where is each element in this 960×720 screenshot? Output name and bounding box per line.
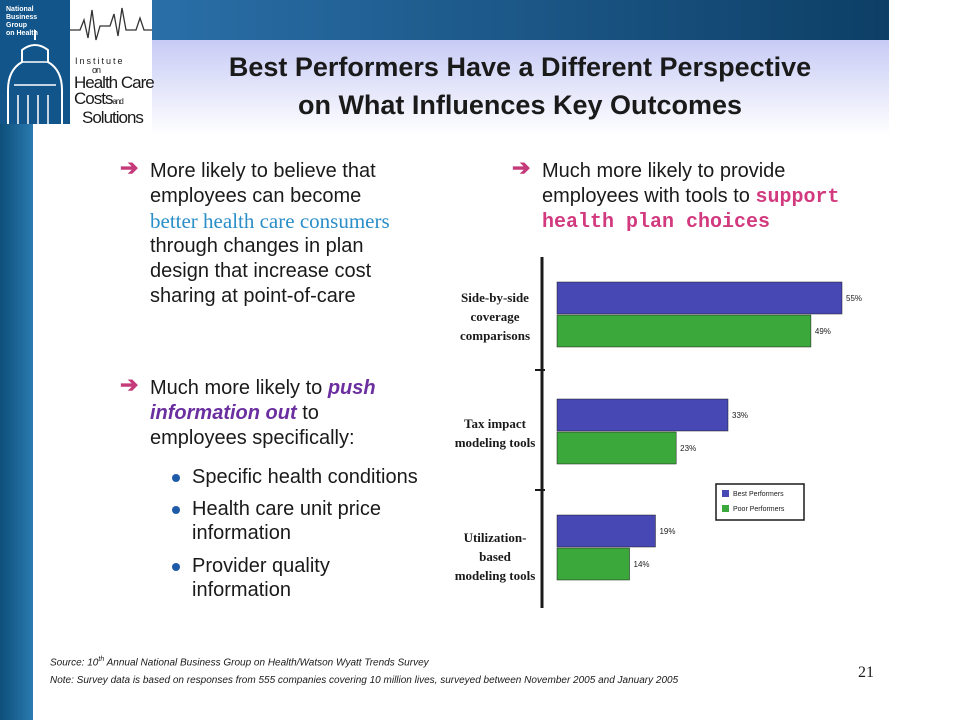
- bar-best-1: [556, 398, 729, 432]
- logo-institute: [70, 0, 152, 124]
- data-label: 23%: [680, 444, 696, 453]
- bullet-dot-icon: [172, 506, 180, 514]
- slide-title: Best Performers Have a Different Perspec…: [228, 52, 812, 120]
- institute-label: Institute: [75, 56, 125, 66]
- bar-best-2: [556, 514, 656, 548]
- institute-name: on Health Care Costsand Solutions: [74, 65, 155, 127]
- page-number: 21: [858, 664, 874, 681]
- legend-label: Poor Performers: [733, 506, 785, 513]
- legend-box: [715, 483, 805, 521]
- legend-swatch: [722, 490, 729, 497]
- arrow-icon: ➔: [512, 155, 531, 180]
- bar-poor-0: [556, 314, 812, 348]
- title-background: [152, 40, 889, 135]
- header-band: [152, 0, 889, 40]
- legend-label: Best Performers: [733, 491, 784, 498]
- bullet-tools: Much more likely to provide employees wi…: [542, 160, 840, 234]
- capitol-icon: [7, 30, 63, 124]
- bullet-push-info: Much more likely to push information out…: [150, 377, 376, 449]
- sub-bullet-quality: Provider quality information: [192, 555, 330, 601]
- bullet-dot-icon: [172, 563, 180, 571]
- category-label-tax-impact: Tax impact modeling tools: [454, 416, 536, 450]
- data-label: 19%: [659, 527, 675, 536]
- bar-poor-1: [556, 431, 677, 465]
- data-label: 33%: [732, 411, 748, 420]
- category-label-utilization: Utilization- based modeling tools: [454, 530, 536, 583]
- logo-capitol: National Business Group on Health: [0, 0, 70, 124]
- heartbeat-icon: [70, 7, 152, 41]
- bullet-consumers: More likely to believe that employees ca…: [150, 160, 390, 307]
- sub-bullet-price: Health care unit price information: [192, 498, 381, 544]
- legend-swatch: [722, 505, 729, 512]
- data-label: 55%: [846, 294, 862, 303]
- category-label-side-by-side: Side-by-side coverage comparisons: [459, 290, 531, 343]
- data-label: 49%: [815, 327, 831, 336]
- source-note: Source: 10th Annual National Business Gr…: [50, 656, 429, 669]
- org-name: National Business Group on Health: [6, 6, 38, 37]
- survey-note: Note: Survey data is based on responses …: [50, 675, 679, 686]
- bar-poor-2: [556, 547, 630, 581]
- bullet-dot-icon: [172, 474, 180, 482]
- arrow-icon: ➔: [120, 155, 139, 180]
- data-label: 14%: [634, 560, 650, 569]
- arrow-icon: ➔: [120, 372, 139, 397]
- sub-bullet-conditions: Specific health conditions: [192, 466, 418, 488]
- bar-best-0: [556, 281, 843, 315]
